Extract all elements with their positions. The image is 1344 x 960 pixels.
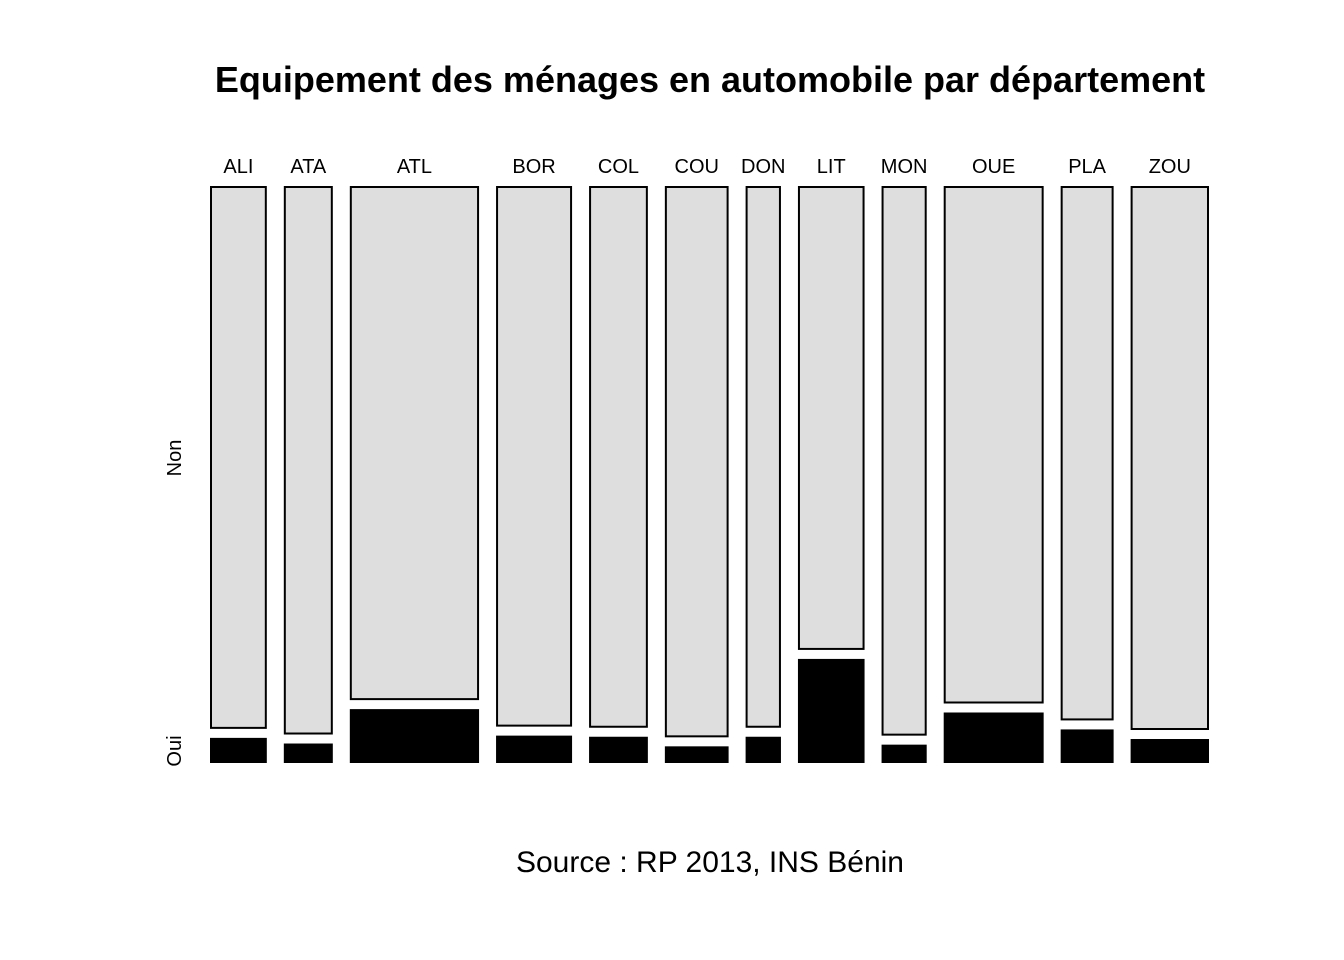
tile-oui-oue [943,712,1044,763]
tile-oui-zou [1130,739,1209,764]
row-label-non: Non [164,440,186,477]
tile-non-mon [881,186,927,736]
tile-non-pla [1060,186,1114,721]
category-label-ali: ALI [223,156,253,178]
tile-oui-ali [210,737,267,763]
category-label-lit: LIT [817,156,846,178]
chart-title: Equipement des ménages en automobile par… [215,59,1205,100]
tile-non-ata [283,186,333,735]
category-label-don: DON [741,156,785,178]
category-label-bor: BOR [512,156,555,178]
category-label-zou: ZOU [1149,156,1191,178]
tile-non-oue [943,186,1044,704]
tile-oui-lit [797,658,865,764]
tile-non-don [745,186,781,728]
tile-non-zou [1130,186,1209,731]
category-label-cou: COU [675,156,719,178]
tile-oui-don [745,736,781,763]
category-label-oue: OUE [972,156,1015,178]
category-label-mon: MON [881,156,928,178]
tile-oui-pla [1060,729,1114,764]
tile-oui-ata [283,743,333,763]
tile-non-ali [210,186,267,729]
category-label-pla: PLA [1068,156,1106,178]
tile-non-lit [797,186,865,650]
tile-oui-mon [881,744,927,763]
category-labels: ALI ATA ATL BOR COL COU DON LIT MON OUE PLA ZOU [223,156,1191,178]
tile-non-atl [349,186,480,701]
tile-non-col [589,186,648,728]
category-label-ata: ATA [290,156,327,178]
tile-oui-col [589,736,648,763]
category-label-atl: ATL [397,156,432,178]
category-label-col: COL [598,156,639,178]
tile-non-cou [664,186,729,738]
tile-non-bor [496,186,573,727]
row-label-oui: Oui [164,735,186,766]
tile-oui-atl [349,709,480,763]
tile-oui-cou [664,746,729,763]
tile-oui-bor [496,735,573,763]
chart-caption: Source : RP 2013, INS Bénin [516,846,904,879]
mosaic-tiles [210,186,1209,764]
